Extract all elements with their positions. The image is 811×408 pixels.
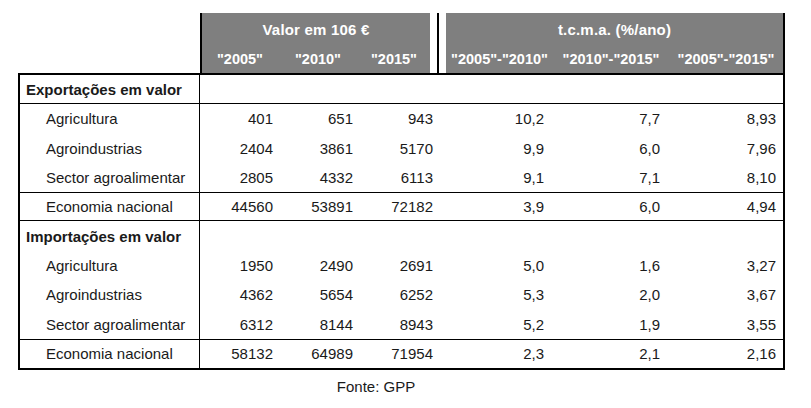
header-group-valor: Valor em 106 € "2005" "2010" "2015"	[200, 13, 430, 73]
cell-value: 44560	[200, 193, 277, 220]
col-header-2005: "2005"	[202, 45, 278, 73]
cell-value: 1,9	[551, 309, 667, 338]
row-label: Exportações em valor	[20, 75, 200, 103]
cell-value	[277, 75, 357, 103]
cell-value: 53891	[277, 193, 357, 220]
cell-value: 5,2	[437, 309, 551, 338]
cell-value: 2404	[200, 134, 277, 163]
row-label: Agricultura	[20, 251, 200, 280]
table-row-sector-agroalimentar-exp: Sector agroalimentar 2805 4332 6113 9,1 …	[20, 163, 783, 192]
table-row-section-importacoes: Importações em valor	[20, 221, 783, 250]
row-label: Economia nacional	[20, 193, 200, 220]
valor-group-title: Valor em 106 €	[202, 13, 430, 45]
data-table: Exportações em valor Agricultura 401 651…	[18, 73, 785, 370]
cell-value	[667, 221, 783, 250]
cell-value	[551, 75, 667, 103]
cell-value: 4362	[200, 280, 277, 309]
cell-value: 9,1	[437, 163, 551, 192]
cell-value: 651	[277, 104, 357, 133]
table-row-section-exportacoes: Exportações em valor	[20, 75, 783, 104]
valor-column-headers: "2005" "2010" "2015"	[202, 45, 430, 73]
table-row-sector-agroalimentar-imp: Sector agroalimentar 6312 8144 8943 5,2 …	[20, 309, 783, 338]
row-label: Agroindustrias	[20, 280, 200, 309]
row-label: Agricultura	[20, 104, 200, 133]
cell-value: 9,9	[437, 134, 551, 163]
cell-value: 3,67	[667, 280, 783, 309]
cell-value: 58132	[200, 340, 277, 368]
cell-value: 2,1	[551, 340, 667, 368]
cell-value: 8943	[357, 309, 437, 338]
cell-value: 401	[200, 104, 277, 133]
cell-value: 2490	[277, 251, 357, 280]
col-header-2010-2015: "2010"-"2015"	[553, 45, 669, 73]
cell-value: 8,10	[667, 163, 783, 192]
table-row-agroindustrias-imp: Agroindustrias 4362 5654 6252 5,3 2,0 3,…	[20, 280, 783, 309]
table-row-agricultura-exp: Agricultura 401 651 943 10,2 7,7 8,93	[20, 104, 783, 133]
cell-value: 5,0	[437, 251, 551, 280]
cell-value: 71954	[357, 340, 437, 368]
tcma-group-title: t.c.m.a. (%/ano)	[446, 13, 783, 45]
cell-value: 2691	[357, 251, 437, 280]
row-label: Sector agroalimentar	[20, 163, 200, 192]
cell-value: 72182	[357, 193, 437, 220]
cell-value: 7,1	[551, 163, 667, 192]
cell-value	[437, 75, 551, 103]
cell-value: 6,0	[551, 134, 667, 163]
row-label: Sector agroalimentar	[20, 309, 200, 338]
cell-value: 1,6	[551, 251, 667, 280]
tcma-column-headers: "2005"-"2010" "2010"-"2015" "2005"-"2015…	[446, 45, 783, 73]
header-group-tcma: t.c.m.a. (%/ano) "2005"-"2010" "2010"-"2…	[446, 13, 785, 73]
cell-value: 7,96	[667, 134, 783, 163]
cell-value: 2,16	[667, 340, 783, 368]
cell-value: 2805	[200, 163, 277, 192]
cell-value	[357, 221, 437, 250]
cell-value: 3861	[277, 134, 357, 163]
col-header-2010: "2010"	[278, 45, 358, 73]
table-row-agroindustrias-exp: Agroindustrias 2404 3861 5170 9,9 6,0 7,…	[20, 134, 783, 163]
row-label: Economia nacional	[20, 340, 200, 368]
cell-value: 8,93	[667, 104, 783, 133]
table-figure: Valor em 106 € "2005" "2010" "2015" t.c.…	[0, 0, 811, 408]
col-header-2015: "2015"	[358, 45, 430, 73]
source-note: Fonte: GPP	[0, 378, 752, 395]
cell-value	[200, 221, 277, 250]
cell-value: 8144	[277, 309, 357, 338]
cell-value: 2,0	[551, 280, 667, 309]
cell-value: 3,55	[667, 309, 783, 338]
cell-value: 6312	[200, 309, 277, 338]
row-label: Agroindustrias	[20, 134, 200, 163]
table-row-agricultura-imp: Agricultura 1950 2490 2691 5,0 1,6 3,27	[20, 251, 783, 280]
table-row-economia-nacional-exp: Economia nacional 44560 53891 72182 3,9 …	[20, 192, 783, 221]
cell-value: 6,0	[551, 193, 667, 220]
cell-value	[437, 221, 551, 250]
cell-value: 6252	[357, 280, 437, 309]
table-row-economia-nacional-imp: Economia nacional 58132 64989 71954 2,3 …	[20, 339, 783, 368]
row-label: Importações em valor	[20, 221, 200, 250]
cell-value: 2,3	[437, 340, 551, 368]
col-header-2005-2010: "2005"-"2010"	[446, 45, 553, 73]
cell-value: 5,3	[437, 280, 551, 309]
cell-value	[200, 75, 277, 103]
cell-value	[277, 221, 357, 250]
cell-value: 3,27	[667, 251, 783, 280]
cell-value: 1950	[200, 251, 277, 280]
cell-value: 4332	[277, 163, 357, 192]
cell-value: 6113	[357, 163, 437, 192]
cell-value: 10,2	[437, 104, 551, 133]
col-header-2005-2015: "2005"-"2015"	[669, 45, 783, 73]
cell-value: 7,7	[551, 104, 667, 133]
cell-value: 64989	[277, 340, 357, 368]
cell-value: 5654	[277, 280, 357, 309]
cell-value	[357, 75, 437, 103]
cell-value: 943	[357, 104, 437, 133]
cell-value	[667, 75, 783, 103]
cell-value: 3,9	[437, 193, 551, 220]
cell-value: 5170	[357, 134, 437, 163]
cell-value	[551, 221, 667, 250]
cell-value: 4,94	[667, 193, 783, 220]
